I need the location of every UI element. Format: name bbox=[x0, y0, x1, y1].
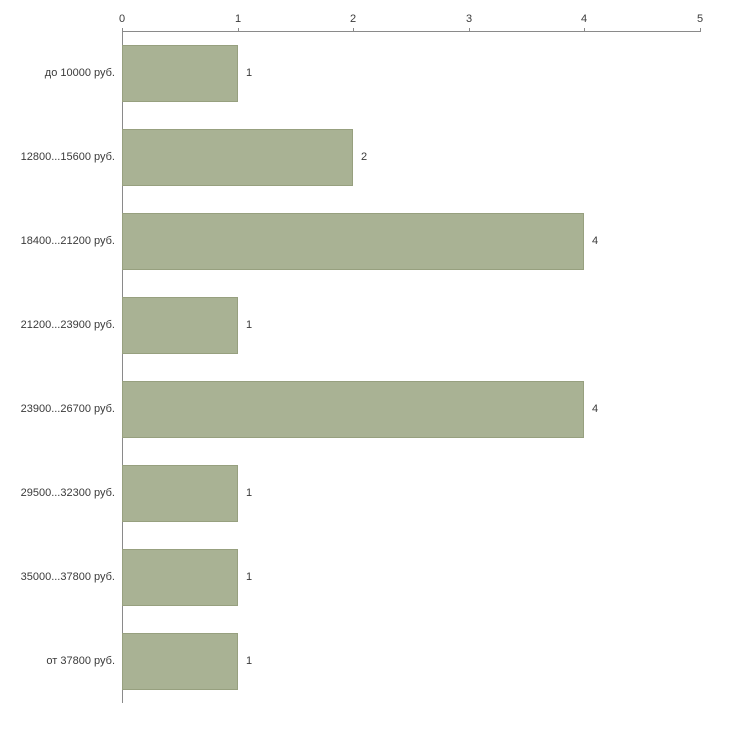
category-label: 23900...26700 руб. bbox=[20, 403, 115, 415]
bar-value-label: 1 bbox=[246, 655, 253, 667]
category-label: от 37800 руб. bbox=[46, 655, 115, 667]
x-tick-mark bbox=[584, 28, 585, 32]
bar-value-label: 1 bbox=[246, 67, 253, 79]
x-tick-label: 2 bbox=[349, 13, 357, 25]
x-tick-label: 5 bbox=[696, 13, 704, 25]
bar-row: 35000...37800 руб. 1 bbox=[0, 535, 730, 619]
bar bbox=[122, 45, 238, 102]
x-tick-mark bbox=[122, 28, 123, 32]
bar-row: до 10000 руб. 1 bbox=[0, 31, 730, 115]
bar-row: 23900...26700 руб. 4 bbox=[0, 367, 730, 451]
category-label: 21200...23900 руб. bbox=[20, 319, 115, 331]
x-tick-label: 1 bbox=[234, 13, 242, 25]
bar bbox=[122, 381, 584, 438]
bar bbox=[122, 129, 353, 186]
bar bbox=[122, 213, 584, 270]
y-axis-line bbox=[122, 31, 123, 703]
bar bbox=[122, 465, 238, 522]
bar-value-label: 4 bbox=[592, 235, 599, 247]
bar bbox=[122, 297, 238, 354]
bar-row: 21200...23900 руб. 1 bbox=[0, 283, 730, 367]
bar-row: от 37800 руб. 1 bbox=[0, 619, 730, 703]
category-label: 35000...37800 руб. bbox=[20, 571, 115, 583]
x-tick-mark bbox=[700, 28, 701, 32]
bar bbox=[122, 549, 238, 606]
x-axis: 0 1 2 3 4 5 bbox=[119, 13, 703, 32]
bar-value-label: 1 bbox=[246, 487, 253, 499]
category-label: 18400...21200 руб. bbox=[20, 235, 115, 247]
x-tick-label: 0 bbox=[118, 13, 126, 25]
bar bbox=[122, 633, 238, 690]
bar-value-label: 4 bbox=[592, 403, 599, 415]
bar-row: 18400...21200 руб. 4 bbox=[0, 199, 730, 283]
x-tick-mark bbox=[238, 28, 239, 32]
bar-value-label: 2 bbox=[361, 151, 368, 163]
category-label: 12800...15600 руб. bbox=[20, 151, 115, 163]
category-label: до 10000 руб. bbox=[44, 67, 115, 79]
x-tick-mark bbox=[469, 28, 470, 32]
x-tick-label: 3 bbox=[465, 13, 473, 25]
x-tick-mark bbox=[353, 28, 354, 32]
bar-value-label: 1 bbox=[246, 319, 253, 331]
x-tick-label: 4 bbox=[580, 13, 588, 25]
category-label: 29500...32300 руб. bbox=[20, 487, 115, 499]
bar-value-label: 1 bbox=[246, 571, 253, 583]
bar-row: 29500...32300 руб. 1 bbox=[0, 451, 730, 535]
bar-row: 12800...15600 руб. 2 bbox=[0, 115, 730, 199]
